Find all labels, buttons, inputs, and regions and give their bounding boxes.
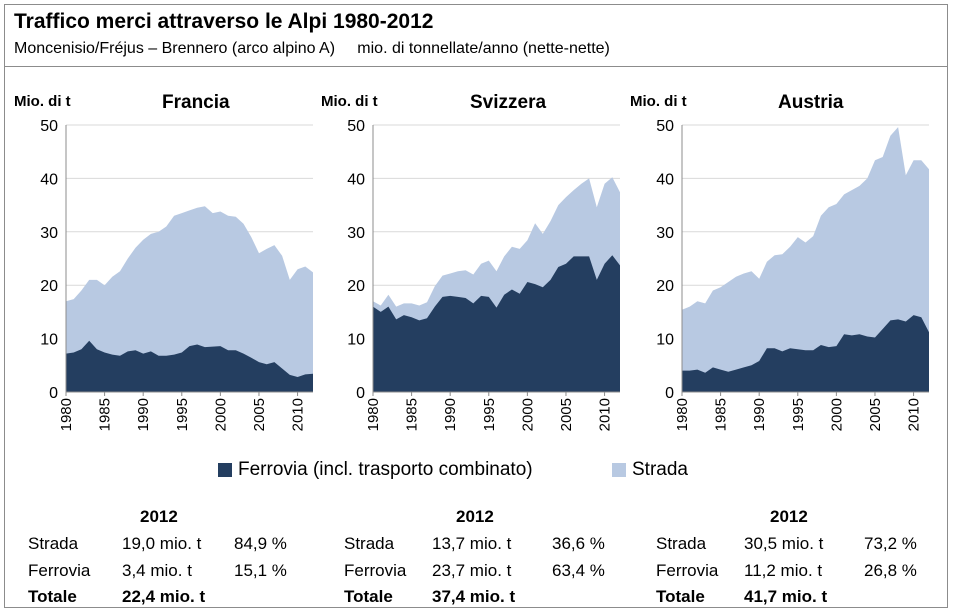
summary-strada-label: Strada (344, 534, 395, 553)
legend-swatch-ferrovia (218, 463, 232, 477)
y-tick-label: 10 (656, 332, 674, 349)
chart-austria: 0 10 20 30 40 50 1980 1985 1990 1995 2000 2005 2010 M… (630, 92, 929, 431)
summary-totale-label: Totale (656, 587, 705, 606)
summary-ferrovia-pct: 26,8 % (864, 561, 917, 580)
summary-ferrovia-pct: 15,1 % (234, 561, 287, 580)
chart-frame (4, 4, 948, 608)
summary-totale-amount: 37,4 mio. t (432, 587, 516, 606)
summary-ferrovia-amount: 11,2 mio. t (744, 561, 823, 580)
x-tick-label: 1980 (674, 398, 691, 431)
x-tick-label: 2005 (558, 398, 575, 431)
y-tick-label: 40 (40, 171, 58, 188)
x-tick-label: 2010 (290, 398, 307, 431)
summary-ferrovia-label: Ferrovia (28, 561, 91, 580)
x-tick-label: 2010 (597, 398, 614, 431)
y-tick-label: 0 (665, 385, 674, 402)
x-tick-label: 2005 (867, 398, 884, 431)
y-tick-label: 20 (347, 278, 365, 295)
x-tick-label: 1985 (97, 398, 114, 431)
summary-ferrovia-label: Ferrovia (656, 561, 719, 580)
area-ferrovia (682, 315, 929, 392)
y-tick-label: 30 (656, 225, 674, 242)
summary-ferrovia-pct: 63,4 % (552, 561, 605, 580)
summary-year: 2012 (456, 507, 494, 526)
area-ferrovia (66, 340, 313, 392)
legend-item-strada: Strada (612, 459, 688, 481)
x-tick-label: 1990 (751, 398, 768, 431)
y-axis-label: Mio. di t (321, 93, 378, 110)
summary-strada-amount: 19,0 mio. t (122, 534, 202, 553)
summary-ferrovia-label: Ferrovia (344, 561, 407, 580)
x-tick-label: 2005 (251, 398, 268, 431)
y-tick-label: 40 (656, 171, 674, 188)
summary-strada-pct: 84,9 % (234, 534, 287, 553)
summary-ferrovia-amount: 3,4 mio. t (122, 561, 192, 580)
page-subtitle: Moncenisio/Fréjus – Brennero (arco alpin… (14, 40, 610, 58)
page-title: Traffico merci attraverso le Alpi 1980-2… (14, 10, 434, 33)
subtitle-right: mio. di tonnellate/anno (nette-nette) (357, 40, 610, 57)
x-tick-label: 1990 (442, 398, 459, 431)
legend-label-strada: Strada (632, 459, 688, 480)
area-strada (682, 127, 929, 392)
summary-strada-amount: 30,5 mio. t (744, 534, 824, 553)
legend-swatch-strada (612, 463, 626, 477)
x-tick-label: 1995 (174, 398, 191, 431)
y-tick-label: 50 (40, 118, 58, 135)
legend-item-ferrovia: Ferrovia (incl. trasporto combinato) (218, 459, 533, 481)
summary-strada-label: Strada (28, 534, 79, 553)
chart-svizzera: 0 10 20 30 40 50 1980 1985 1990 1995 2000 2005 2010 M… (321, 92, 620, 431)
chart-title: Austria (778, 92, 844, 113)
x-tick-label: 1985 (404, 398, 421, 431)
summary-strada-pct: 73,2 % (864, 534, 917, 553)
y-tick-label: 20 (40, 278, 58, 295)
chart-francia: 0 10 20 30 40 50 1980 1985 1990 1995 2000 2005 2010 M… (14, 92, 313, 431)
summary-year: 2012 (770, 507, 808, 526)
chart-title: Svizzera (470, 92, 546, 113)
summary-totale-amount: 22,4 mio. t (122, 587, 206, 606)
y-tick-label: 0 (356, 385, 365, 402)
x-tick-label: 2010 (906, 398, 923, 431)
y-tick-label: 20 (656, 278, 674, 295)
y-tick-label: 10 (40, 332, 58, 349)
summary-year: 2012 (140, 507, 178, 526)
x-tick-label: 1995 (790, 398, 807, 431)
summary-strada-label: Strada (656, 534, 707, 553)
y-axis-label: Mio. di t (630, 93, 687, 110)
summary-totale-label: Totale (344, 587, 393, 606)
y-tick-label: 0 (49, 385, 58, 402)
legend-label-ferrovia: Ferrovia (incl. trasporto combinato) (238, 459, 533, 480)
subtitle-left: Moncenisio/Fréjus – Brennero (arco alpin… (14, 40, 336, 57)
title-divider (5, 66, 947, 67)
y-axis-label: Mio. di t (14, 93, 71, 110)
y-tick-label: 30 (40, 225, 58, 242)
y-tick-label: 50 (347, 118, 365, 135)
summary-strada-amount: 13,7 mio. t (432, 534, 512, 553)
y-tick-label: 30 (347, 225, 365, 242)
summary-totale-label: Totale (28, 587, 77, 606)
x-tick-label: 1980 (365, 398, 382, 431)
area-ferrovia (373, 255, 620, 392)
summary-ferrovia-amount: 23,7 mio. t (432, 561, 512, 580)
x-tick-label: 1995 (481, 398, 498, 431)
x-tick-label: 2000 (212, 398, 229, 431)
x-tick-label: 2000 (519, 398, 536, 431)
x-tick-label: 1980 (58, 398, 75, 431)
summary-strada-pct: 36,6 % (552, 534, 605, 553)
summary-totale-amount: 41,7 mio. t (744, 587, 828, 606)
chart-title: Francia (162, 92, 230, 113)
y-tick-label: 50 (656, 118, 674, 135)
x-tick-label: 1985 (713, 398, 730, 431)
x-tick-label: 1990 (135, 398, 152, 431)
y-tick-label: 10 (347, 332, 365, 349)
y-tick-label: 40 (347, 171, 365, 188)
area-strada (66, 206, 313, 392)
x-tick-label: 2000 (828, 398, 845, 431)
